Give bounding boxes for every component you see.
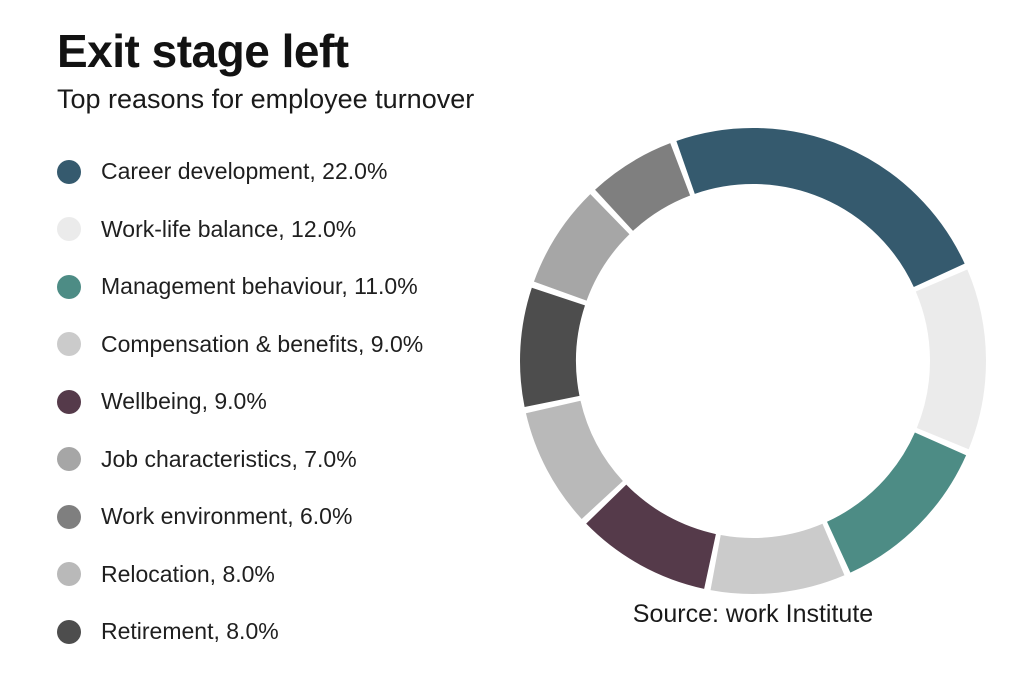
donut-segment-wellbeing bbox=[586, 484, 717, 589]
legend-item-job-characteristics: Job characteristics, 7.0% bbox=[57, 445, 423, 472]
legend-item-retirement: Retirement, 8.0% bbox=[57, 618, 423, 644]
legend-label: Compensation & benefits, 9.0% bbox=[101, 330, 424, 357]
header: Exit stage left Top reasons for employee… bbox=[57, 26, 474, 114]
legend-swatch-icon bbox=[57, 389, 81, 414]
legend-item-wellbeing: Wellbeing, 9.0% bbox=[57, 388, 423, 414]
legend-label: Work environment, 6.0% bbox=[101, 503, 353, 529]
legend-label: Retirement, 8.0% bbox=[101, 618, 279, 644]
legend-swatch-icon bbox=[57, 274, 81, 299]
donut-segment-work-environment bbox=[595, 143, 691, 232]
legend-label: Relocation, 8.0% bbox=[101, 560, 275, 587]
legend-label: Management behaviour, 11.0% bbox=[101, 273, 418, 299]
page-subtitle: Top reasons for employee turnover bbox=[57, 84, 475, 114]
legend-swatch-icon bbox=[57, 504, 81, 529]
legend-swatch-icon bbox=[57, 447, 81, 471]
donut-segment-career-development bbox=[676, 128, 965, 288]
legend-item-management-behaviour: Management behaviour, 11.0% bbox=[57, 273, 423, 299]
legend-swatch-icon bbox=[57, 619, 81, 644]
donut-segment-relocation bbox=[525, 400, 624, 519]
donut-segment-job-characteristics bbox=[533, 194, 630, 302]
donut-segment-retirement bbox=[520, 287, 586, 407]
legend-item-work-environment: Work environment, 6.0% bbox=[57, 503, 423, 529]
legend-label: Career development, 22.0% bbox=[101, 158, 388, 184]
donut-segment-management-behaviour bbox=[826, 431, 967, 573]
legend-label: Wellbeing, 9.0% bbox=[101, 388, 267, 414]
legend-item-compensation-benefits: Compensation & benefits, 9.0% bbox=[57, 330, 424, 357]
legend-swatch-icon bbox=[57, 159, 81, 184]
legend-label: Work-life balance, 12.0% bbox=[101, 215, 357, 242]
legend-item-career-development: Career development, 22.0% bbox=[57, 158, 423, 184]
donut-segment-compensation-benefits bbox=[710, 523, 845, 594]
legend-swatch-icon bbox=[57, 562, 81, 586]
legend-swatch-icon bbox=[57, 332, 81, 356]
legend-item-relocation: Relocation, 8.0% bbox=[57, 560, 423, 587]
page-title: Exit stage left bbox=[57, 25, 349, 77]
legend-swatch-icon bbox=[57, 217, 81, 241]
donut-segment-work-life-balance bbox=[915, 269, 986, 450]
source-note: Source: work Institute bbox=[632, 600, 874, 628]
legend-label: Job characteristics, 7.0% bbox=[101, 445, 357, 472]
chart-legend: Career development, 22.0% Work-life balan… bbox=[57, 158, 424, 644]
legend-item-work-life-balance: Work-life balance, 12.0% bbox=[57, 215, 423, 242]
